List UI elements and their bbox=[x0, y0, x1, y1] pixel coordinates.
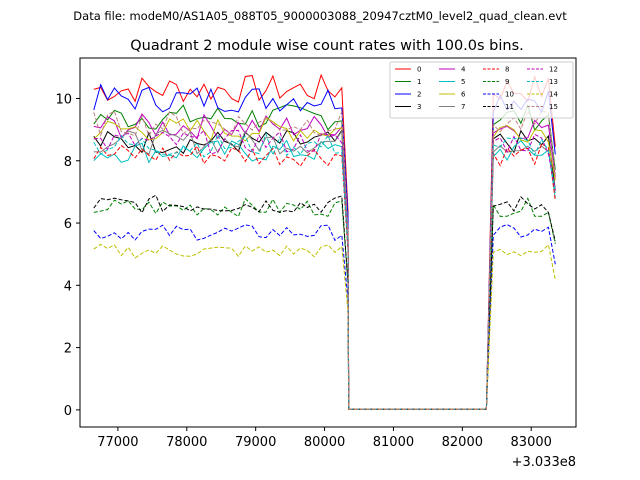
legend-label-0: 0 bbox=[417, 66, 421, 74]
series-line-15 bbox=[93, 109, 556, 410]
legend-label-1: 1 bbox=[417, 78, 421, 86]
series-line-1 bbox=[93, 103, 556, 410]
y-tick-label: 8 bbox=[64, 155, 72, 170]
y-tick-label: 0 bbox=[64, 404, 72, 419]
x-offset-label: +3.033e8 bbox=[512, 455, 576, 470]
series-line-3 bbox=[93, 128, 556, 410]
x-tick-label: 79000 bbox=[235, 435, 276, 450]
x-tick-label: 77000 bbox=[97, 435, 138, 450]
series-line-4 bbox=[93, 113, 556, 410]
x-axis: 77000 78000 79000 80000 81000 82000 83000 bbox=[97, 427, 552, 450]
legend-label-15: 15 bbox=[549, 103, 558, 111]
legend-label-7: 7 bbox=[461, 103, 465, 111]
legend-label-8: 8 bbox=[505, 66, 509, 74]
legend-label-12: 12 bbox=[549, 66, 558, 74]
x-tick-label: 82000 bbox=[442, 435, 483, 450]
legend-label-10: 10 bbox=[505, 91, 514, 99]
series-line-11 bbox=[93, 194, 556, 410]
x-tick-label: 81000 bbox=[373, 435, 414, 450]
plot-frame bbox=[79, 57, 577, 428]
y-tick-label: 4 bbox=[64, 279, 72, 294]
series-line-9 bbox=[93, 197, 556, 410]
legend-label-6: 6 bbox=[461, 91, 466, 99]
series-line-5 bbox=[93, 139, 556, 410]
series-line-0 bbox=[93, 73, 556, 410]
legend-label-3: 3 bbox=[417, 103, 421, 111]
legend-label-9: 9 bbox=[505, 78, 509, 86]
y-tick-label: 6 bbox=[64, 217, 72, 232]
chart-suptitle: Data file: modeM0/AS1A05_088T05_90000030… bbox=[73, 9, 567, 23]
series-line-12 bbox=[93, 129, 556, 410]
x-tick-label: 78000 bbox=[166, 435, 207, 450]
legend-label-14: 14 bbox=[549, 91, 558, 99]
legend-label-5: 5 bbox=[461, 78, 465, 86]
legend-label-13: 13 bbox=[549, 78, 558, 86]
series-line-8 bbox=[93, 143, 556, 410]
x-tick-label: 80000 bbox=[304, 435, 345, 450]
legend-box bbox=[389, 61, 574, 119]
series-line-13 bbox=[93, 132, 556, 410]
legend-label-2: 2 bbox=[417, 91, 421, 99]
series-line-6 bbox=[93, 116, 556, 410]
series-line-14 bbox=[93, 243, 556, 410]
y-tick-label: 2 bbox=[64, 342, 72, 357]
legend-label-11: 11 bbox=[505, 103, 514, 111]
y-tick-label: 10 bbox=[55, 92, 72, 107]
chart-title: Quadrant 2 module wise count rates with … bbox=[130, 38, 524, 54]
series-line-7 bbox=[93, 129, 556, 410]
plot-lines bbox=[93, 73, 556, 410]
series-line-10 bbox=[93, 224, 556, 410]
y-axis: 0 2 4 6 8 10 bbox=[55, 92, 80, 419]
x-tick-label: 83000 bbox=[511, 435, 552, 450]
legend-label-4: 4 bbox=[461, 66, 466, 74]
